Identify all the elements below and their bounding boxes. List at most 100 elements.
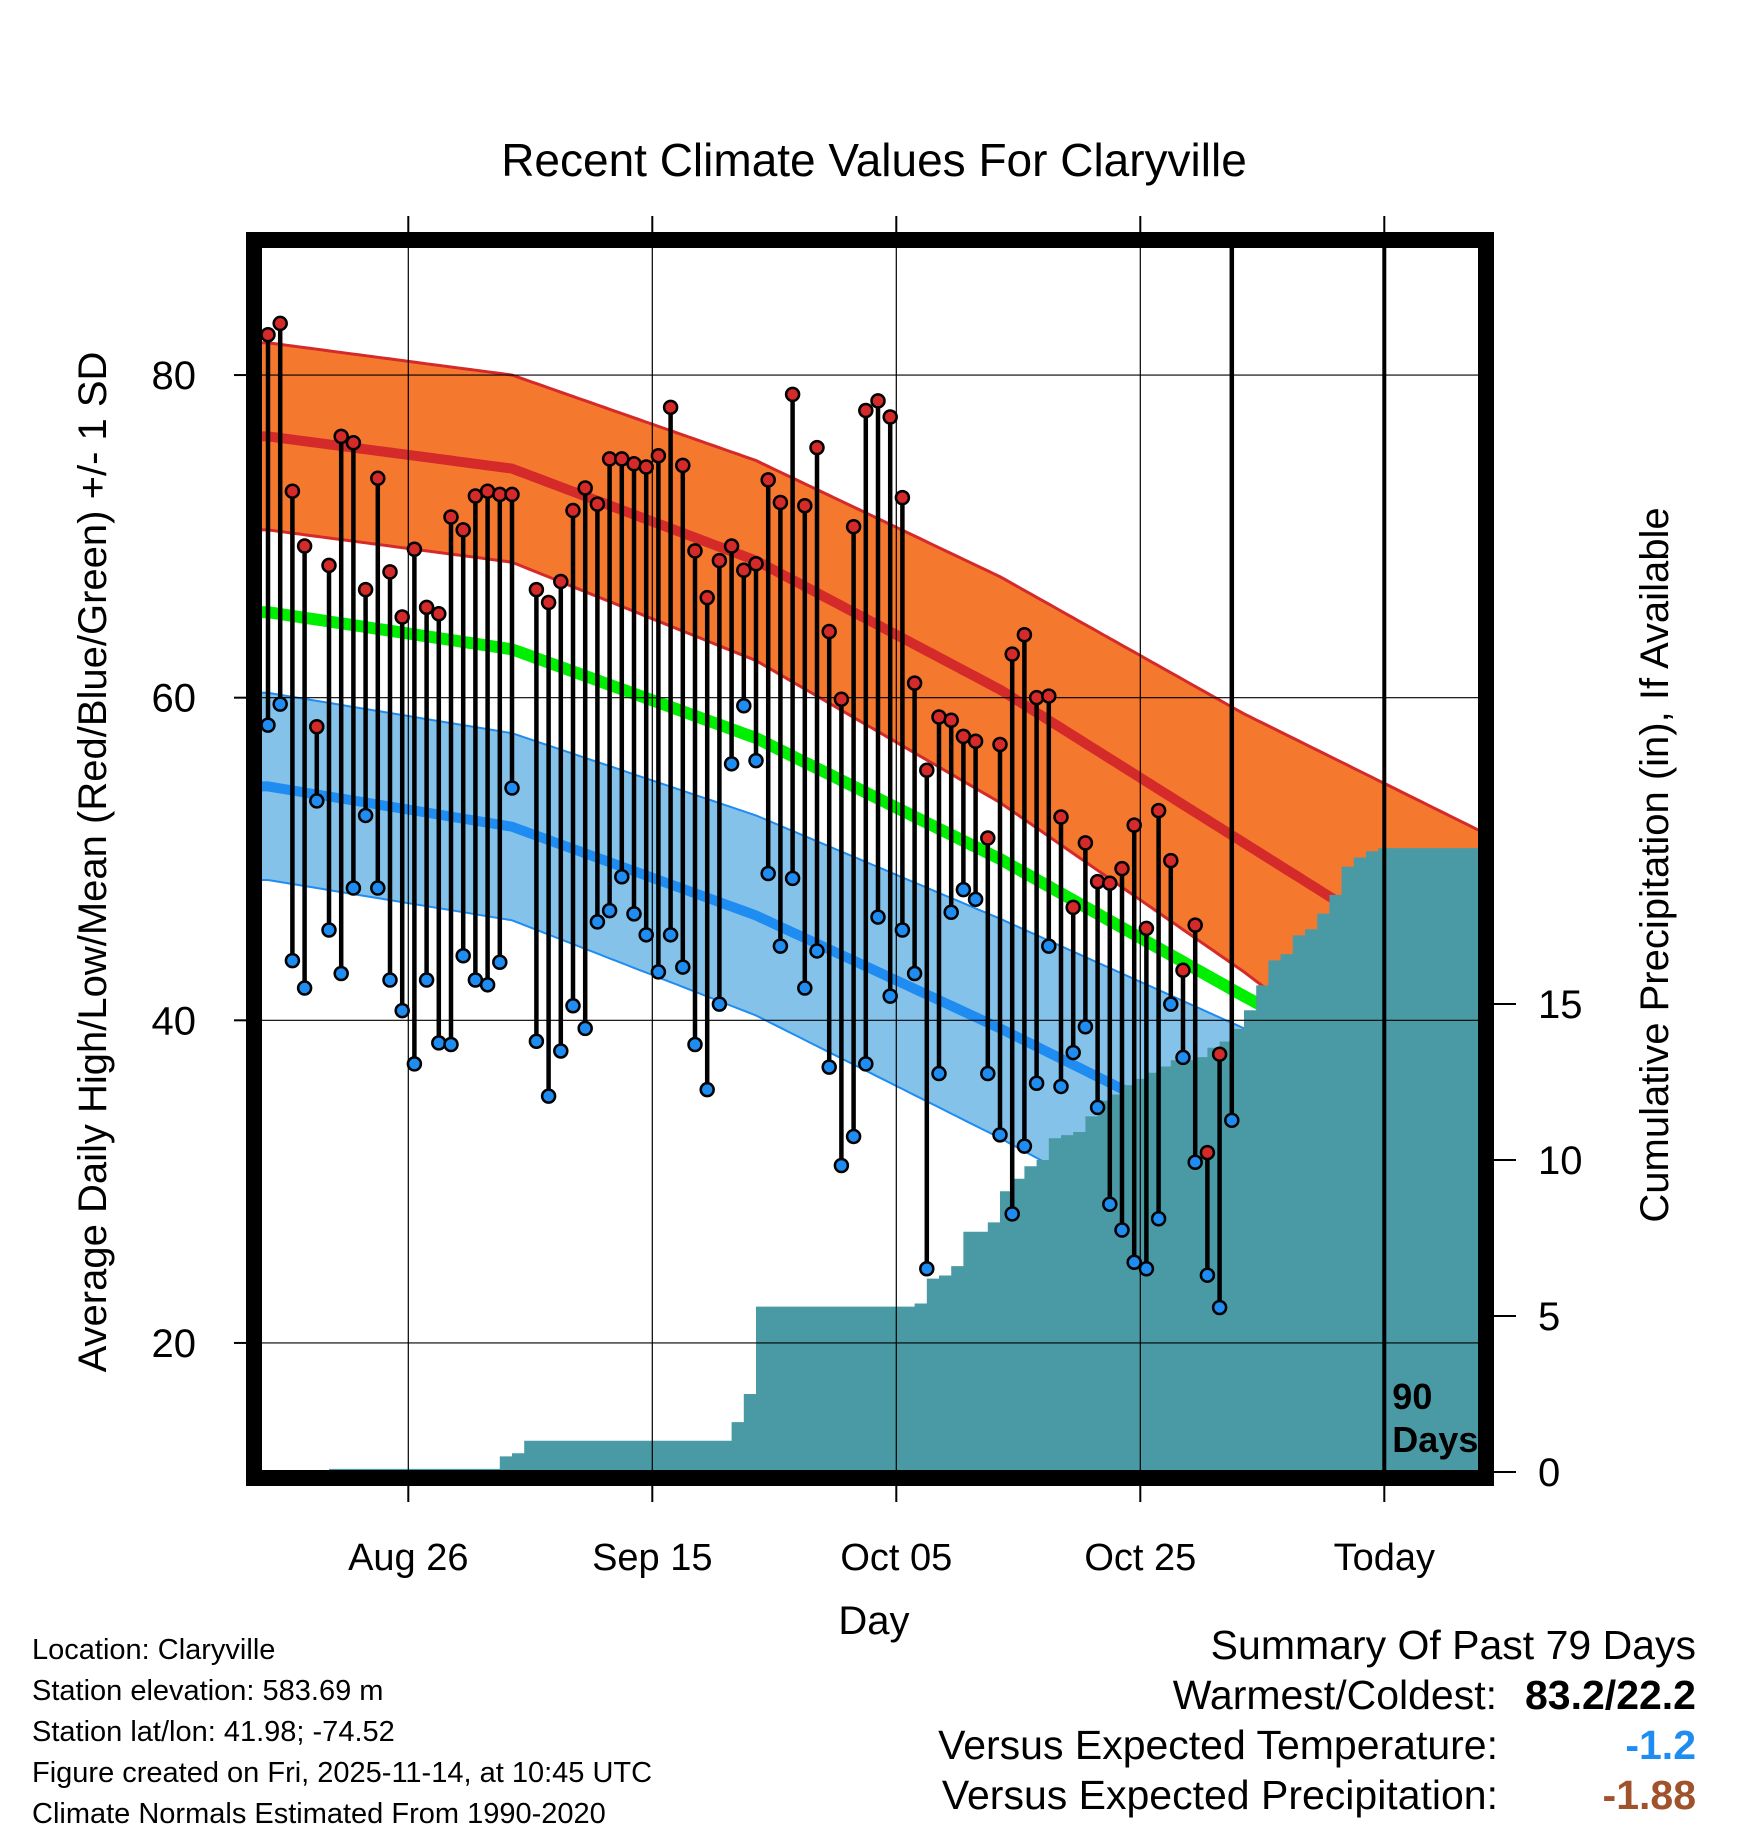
low-temp-point: [931, 1065, 947, 1082]
low-temp-point: [406, 1056, 423, 1072]
high-temp-point: [638, 459, 654, 475]
latlon-text: Station lat/lon: 41.98; -74.52: [32, 1716, 395, 1748]
high-temp-point: [662, 399, 679, 416]
normals-text: Climate Normals Estimated From 1990-2020: [32, 1798, 606, 1830]
low-temp-point: [675, 959, 691, 975]
low-temp-point: [748, 752, 764, 769]
low-temp-point: [809, 943, 825, 959]
high-temp-point: [540, 594, 557, 611]
location-text: Location: Claryville: [32, 1634, 276, 1666]
low-temp-point: [1065, 1044, 1081, 1061]
high-temp-point: [382, 564, 398, 580]
y2-axis-label: Cumulative Precipitation (in), If Availa…: [1633, 507, 1677, 1222]
y2-tick-label: 0: [1538, 1451, 1560, 1495]
low-temp-point: [1347, 0, 1360, 7]
high-temp-point: [1065, 899, 1081, 916]
high-temp-point: [626, 456, 642, 472]
low-temp-point: [565, 998, 581, 1014]
high-temp-point: [565, 502, 581, 519]
low-temp-point: [858, 1056, 874, 1072]
high-temp-point: [919, 762, 935, 779]
warm-cold-value: 83.2/22.2: [1525, 1672, 1696, 1718]
low-temp-point: [1114, 1222, 1130, 1238]
y2-tick-label: 5: [1538, 1295, 1560, 1339]
low-temp-point: [955, 881, 972, 898]
high-temp-point: [1016, 627, 1033, 643]
high-temp-point: [1114, 860, 1130, 877]
plot-interior: [260, 0, 1480, 1472]
high-temp-point: [711, 552, 728, 569]
high-temp-point: [418, 599, 435, 616]
low-temp-point: [431, 1035, 447, 1051]
high-temp-point: [406, 541, 423, 558]
low-temp-point: [553, 1043, 569, 1059]
low-temp-point: [614, 868, 630, 885]
high-temp-point: [1150, 802, 1167, 819]
station-info: Location: Claryville Station elevation: …: [32, 1630, 652, 1835]
high-temp-point: [894, 489, 911, 506]
high-temp-point: [1089, 873, 1106, 890]
low-temp-point: [333, 965, 349, 982]
low-temp-point: [833, 1157, 850, 1174]
high-temp-point: [650, 447, 667, 464]
plot-frame: [246, 232, 1494, 1486]
high-temp-point: [504, 486, 520, 503]
x-tick-label: Today: [1334, 1537, 1435, 1579]
low-temp-point: [882, 988, 898, 1004]
low-temp-point: [296, 980, 313, 996]
high-temp-point: [260, 326, 276, 343]
high-temp-point: [309, 718, 325, 735]
high-temp-point: [357, 581, 374, 598]
high-temp-point: [821, 623, 837, 640]
low-temp-point: [784, 870, 801, 887]
y2-tick-label: 10: [1538, 1139, 1583, 1183]
high-temp-point: [1102, 875, 1118, 891]
low-temp-point: [772, 938, 789, 954]
high-temp-point: [772, 494, 789, 511]
summary-heading: Summary Of Past 79 Days: [1210, 1622, 1696, 1668]
low-temp-point: [1175, 1049, 1191, 1066]
low-temp-point: [919, 1260, 935, 1277]
high-temp-point: [784, 386, 801, 403]
high-temp-point: [967, 733, 984, 749]
high-temp-point: [980, 830, 996, 846]
low-temp-point: [687, 1036, 703, 1053]
summary-temp: Versus Expected Temperature: -1.2: [938, 1720, 1696, 1770]
low-temp-point: [906, 965, 923, 982]
high-temp-point: [1187, 917, 1203, 933]
low-temp-point: [1138, 1260, 1155, 1277]
low-temp-point: [1016, 1138, 1033, 1154]
precip-label: Versus Expected Precipitation:: [941, 1772, 1498, 1818]
high-temp-point: [321, 557, 337, 574]
low-temp-point: [943, 904, 959, 920]
low-temp-point: [760, 865, 776, 882]
high-temp-point: [1138, 920, 1155, 937]
high-temp-point: [479, 483, 496, 499]
high-temp-point: [1041, 688, 1057, 704]
low-temp-point: [1335, 0, 1348, 7]
high-temp-point: [687, 543, 703, 559]
low-temp-point: [260, 717, 276, 733]
low-temp-point: [1199, 1267, 1216, 1283]
high-temp-point: [345, 435, 362, 451]
high-temp-point: [1077, 835, 1094, 851]
low-temp-point: [479, 977, 496, 993]
low-temp-point: [711, 996, 728, 1012]
precipitation-area: [268, 848, 1480, 1472]
high-temp-point: [1211, 1046, 1228, 1062]
high-temp-point: [675, 457, 691, 474]
high-temp-point: [1163, 852, 1179, 869]
low-temp-point: [455, 948, 471, 964]
high-temp-point: [589, 496, 606, 512]
low-temp-point: [845, 1128, 862, 1145]
low-temp-point: [699, 1081, 715, 1098]
high-temp-point: [296, 538, 313, 554]
high-temp-point: [577, 480, 593, 496]
chart-title: Recent Climate Values For Claryville: [501, 134, 1247, 186]
low-temp-point: [577, 1020, 593, 1037]
low-temp-point: [967, 891, 984, 908]
low-temp-point: [1077, 1019, 1094, 1035]
low-temp-point: [662, 927, 679, 943]
